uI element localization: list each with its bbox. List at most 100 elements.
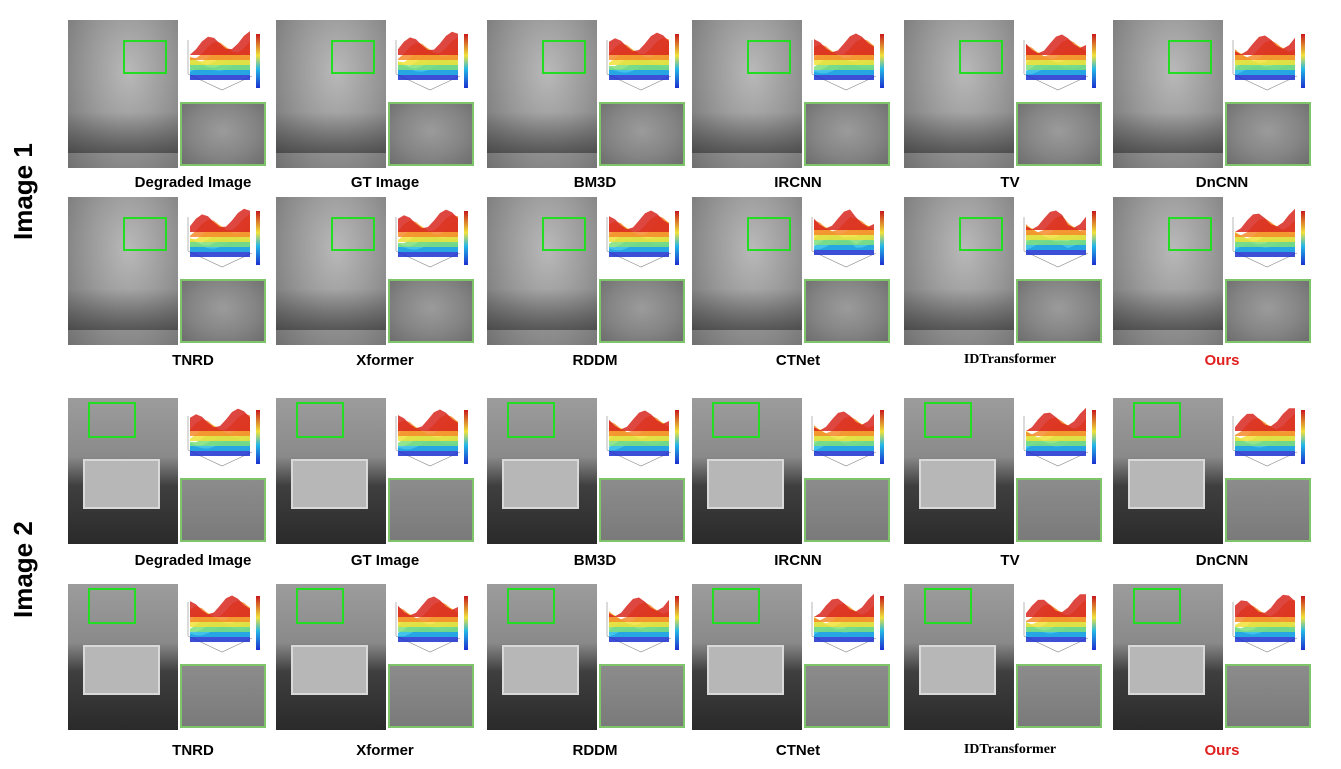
container-shape [919,459,997,509]
roi-box [747,40,791,74]
zoomed-region [599,478,685,542]
colorbar [880,596,884,650]
result-panel [276,398,476,548]
result-panel [276,197,476,347]
container-shape [83,645,161,695]
surface-plot [1232,34,1305,91]
surface-band [814,33,874,55]
roi-box [88,402,136,438]
colorbar [1092,211,1096,265]
surface-plot [811,33,884,91]
colorbar [1092,596,1096,650]
image-shading [487,288,597,331]
zoomed-region [1225,279,1311,343]
zoomed-region [1016,478,1102,542]
method-caption: Degraded Image [134,552,252,569]
result-panel [1113,398,1313,548]
image-shading [68,111,178,154]
result-panel [692,398,892,548]
method-caption: GT Image [350,552,420,569]
colorbar [1092,410,1096,464]
colorbar [880,34,884,88]
thermal-image [68,398,178,544]
container-shape [1128,645,1206,695]
roi-box [296,402,344,438]
image-shading [487,111,597,154]
method-caption: Xformer [356,742,414,759]
colorbar [675,410,679,464]
thermal-image [692,398,802,544]
surface-band [609,597,669,617]
colorbar [675,596,679,650]
colorbar [256,211,260,265]
thermal-image [276,584,386,730]
result-panel [904,584,1104,734]
method-caption: IDTransformer [963,352,1057,367]
result-panel [692,20,892,170]
roi-box [1168,40,1212,74]
container-shape [291,459,369,509]
surface-band [398,31,458,55]
colorbar [464,211,468,265]
zoomed-region [180,102,266,166]
surface-band [1235,594,1295,617]
image-shading [1113,111,1223,154]
result-panel [1113,20,1313,170]
image-shading [1113,288,1223,331]
surface-band [1235,408,1295,431]
surface-plot [811,593,884,653]
result-panel [276,584,476,734]
surface-plot [1232,594,1305,653]
roi-box [747,217,791,251]
thermal-image [692,20,802,168]
result-panel [1113,584,1313,734]
result-panel [68,197,268,347]
container-shape [707,459,785,509]
plot-axes [811,217,877,268]
container-shape [83,459,161,509]
colorbar [675,34,679,88]
thermal-image [487,584,597,730]
method-caption: CTNet [775,352,821,369]
colorbar [256,596,260,650]
roi-box [123,217,167,251]
image-shading [692,288,802,331]
zoomed-region [804,102,890,166]
thermal-image [692,584,802,730]
surface-band [609,32,669,55]
surface-plot [1232,208,1305,268]
roi-box [924,588,972,624]
thermal-image [692,197,802,345]
surface-band [190,408,250,431]
colorbar [464,34,468,88]
surface-band [1026,210,1086,230]
colorbar [1301,596,1305,650]
surface-plot [1232,408,1305,467]
surface-plot [811,209,884,268]
surface-plot [1023,407,1096,467]
surface-band [190,208,250,232]
colorbar [464,596,468,650]
surface-plot [606,32,679,91]
surface-plot [1023,34,1096,91]
roi-box [542,40,586,74]
method-caption: BM3D [573,552,617,569]
method-caption: GT Image [350,174,420,191]
colorbar [1301,34,1305,88]
thermal-image [487,398,597,544]
method-caption: TNRD [172,742,214,759]
zoomed-region [388,279,474,343]
image-shading [692,111,802,154]
roi-box [1168,217,1212,251]
surface-plot [1023,210,1096,268]
zoomed-region [804,478,890,542]
row-label-image-1: Image 1 [8,143,38,240]
method-caption: Xformer [356,352,414,369]
colorbar [675,211,679,265]
surface-band [1235,208,1295,232]
surface-plot [187,595,260,653]
result-panel [487,398,687,548]
surface-band [190,595,250,617]
image-shading [904,288,1014,331]
method-caption: Degraded Image [134,174,252,191]
